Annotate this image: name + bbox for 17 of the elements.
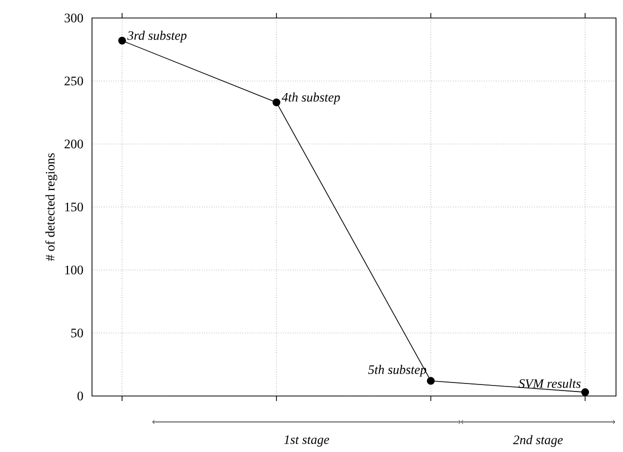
annotation: SVM results: [518, 378, 581, 388]
annotation: 3rd substep: [127, 30, 186, 43]
y-tick-label: 300: [64, 14, 83, 22]
y-tick-label: 100: [65, 266, 83, 274]
y-tick-label: 250: [64, 76, 83, 86]
point: [272, 98, 280, 106]
y-tick-label: 150: [65, 202, 83, 212]
point: [581, 388, 590, 396]
annotation: 4th substep: [282, 92, 340, 104]
y-axis-title: # of detected regions: [45, 153, 58, 261]
point: [426, 376, 435, 385]
text: 2nd stage: [513, 435, 563, 447]
y-tick-label: 200: [64, 140, 83, 148]
y-tick-label: 0: [78, 392, 83, 400]
text: 1st stage: [284, 435, 330, 447]
y-tick-label: 50: [71, 328, 83, 338]
point: [118, 36, 126, 45]
